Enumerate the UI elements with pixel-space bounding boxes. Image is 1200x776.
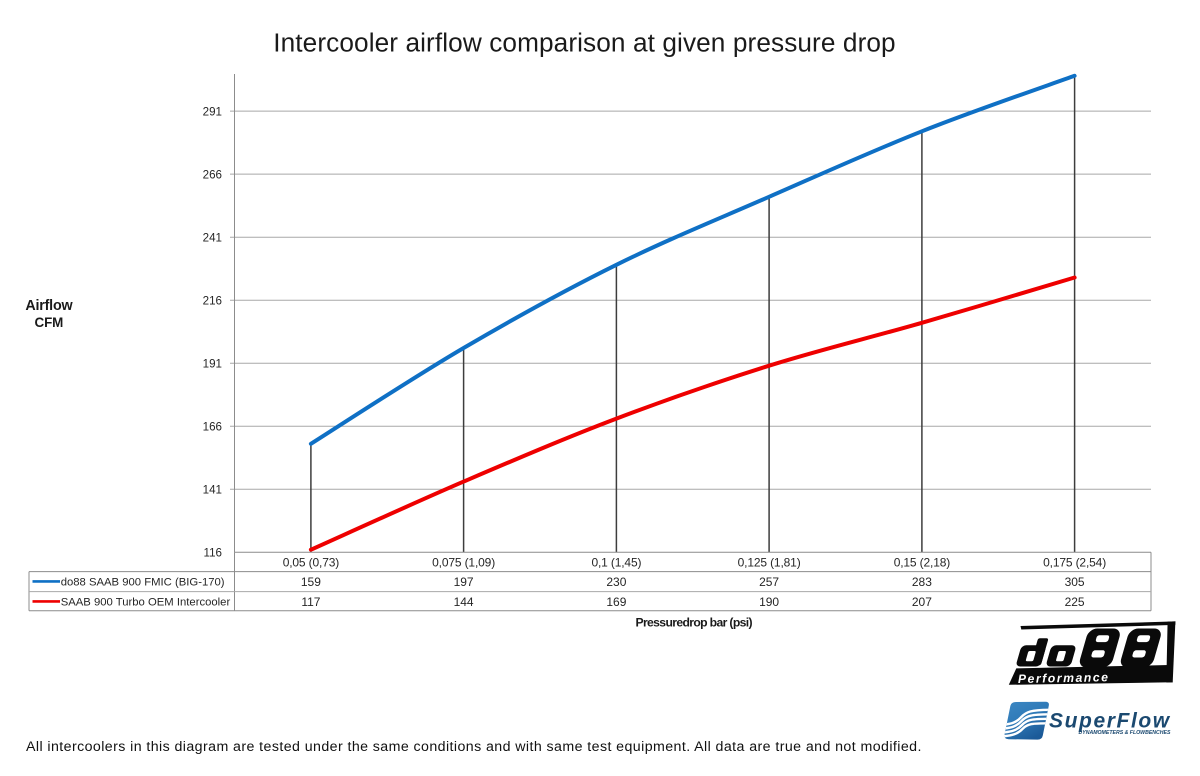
- svg-text:266: 266: [203, 168, 222, 181]
- svg-text:116: 116: [204, 547, 222, 560]
- svg-text:207: 207: [912, 595, 932, 609]
- svg-text:283: 283: [912, 575, 932, 589]
- svg-text:SAAB 900 Turbo OEM Intercooler: SAAB 900 Turbo OEM Intercooler: [61, 597, 231, 609]
- svg-text:Pressuredrop bar (psi): Pressuredrop bar (psi): [635, 615, 752, 629]
- svg-text:0,075 (1,09): 0,075 (1,09): [432, 555, 495, 569]
- svg-text:190: 190: [759, 595, 779, 609]
- svg-text:0,05 (0,73): 0,05 (0,73): [283, 555, 340, 569]
- svg-text:216: 216: [203, 295, 222, 308]
- svg-text:CFM: CFM: [35, 315, 64, 330]
- svg-text:225: 225: [1065, 595, 1085, 609]
- svg-text:291: 291: [203, 105, 222, 118]
- svg-text:DYNAMOMETERS & FLOWBENCHES: DYNAMOMETERS & FLOWBENCHES: [1079, 730, 1171, 736]
- svg-text:0,15 (2,18): 0,15 (2,18): [894, 555, 951, 569]
- svg-text:Intercooler airflow comparison: Intercooler airflow comparison at given …: [273, 28, 895, 58]
- svg-text:Performance: Performance: [1018, 670, 1110, 686]
- svg-text:0,125 (1,81): 0,125 (1,81): [738, 555, 801, 569]
- svg-text:191: 191: [203, 358, 222, 371]
- svg-text:169: 169: [606, 595, 626, 609]
- svg-text:SuperFlow: SuperFlow: [1049, 710, 1171, 733]
- svg-text:166: 166: [203, 421, 222, 434]
- svg-text:117: 117: [301, 595, 320, 609]
- svg-text:305: 305: [1065, 575, 1085, 589]
- svg-text:0,1 (1,45): 0,1 (1,45): [591, 555, 641, 569]
- svg-text:241: 241: [203, 232, 222, 245]
- svg-text:do88 SAAB 900 FMIC (BIG-170): do88 SAAB 900 FMIC (BIG-170): [61, 577, 225, 589]
- svg-text:All intercoolers in this diagr: All intercoolers in this diagram are tes…: [26, 739, 922, 755]
- svg-text:159: 159: [301, 575, 321, 589]
- svg-text:197: 197: [454, 575, 474, 589]
- svg-text:141: 141: [203, 484, 222, 497]
- svg-text:230: 230: [606, 575, 626, 589]
- svg-text:Airflow: Airflow: [25, 298, 73, 314]
- svg-text:257: 257: [759, 575, 779, 589]
- svg-text:144: 144: [454, 595, 474, 609]
- svg-text:0,175 (2,54): 0,175 (2,54): [1043, 555, 1106, 569]
